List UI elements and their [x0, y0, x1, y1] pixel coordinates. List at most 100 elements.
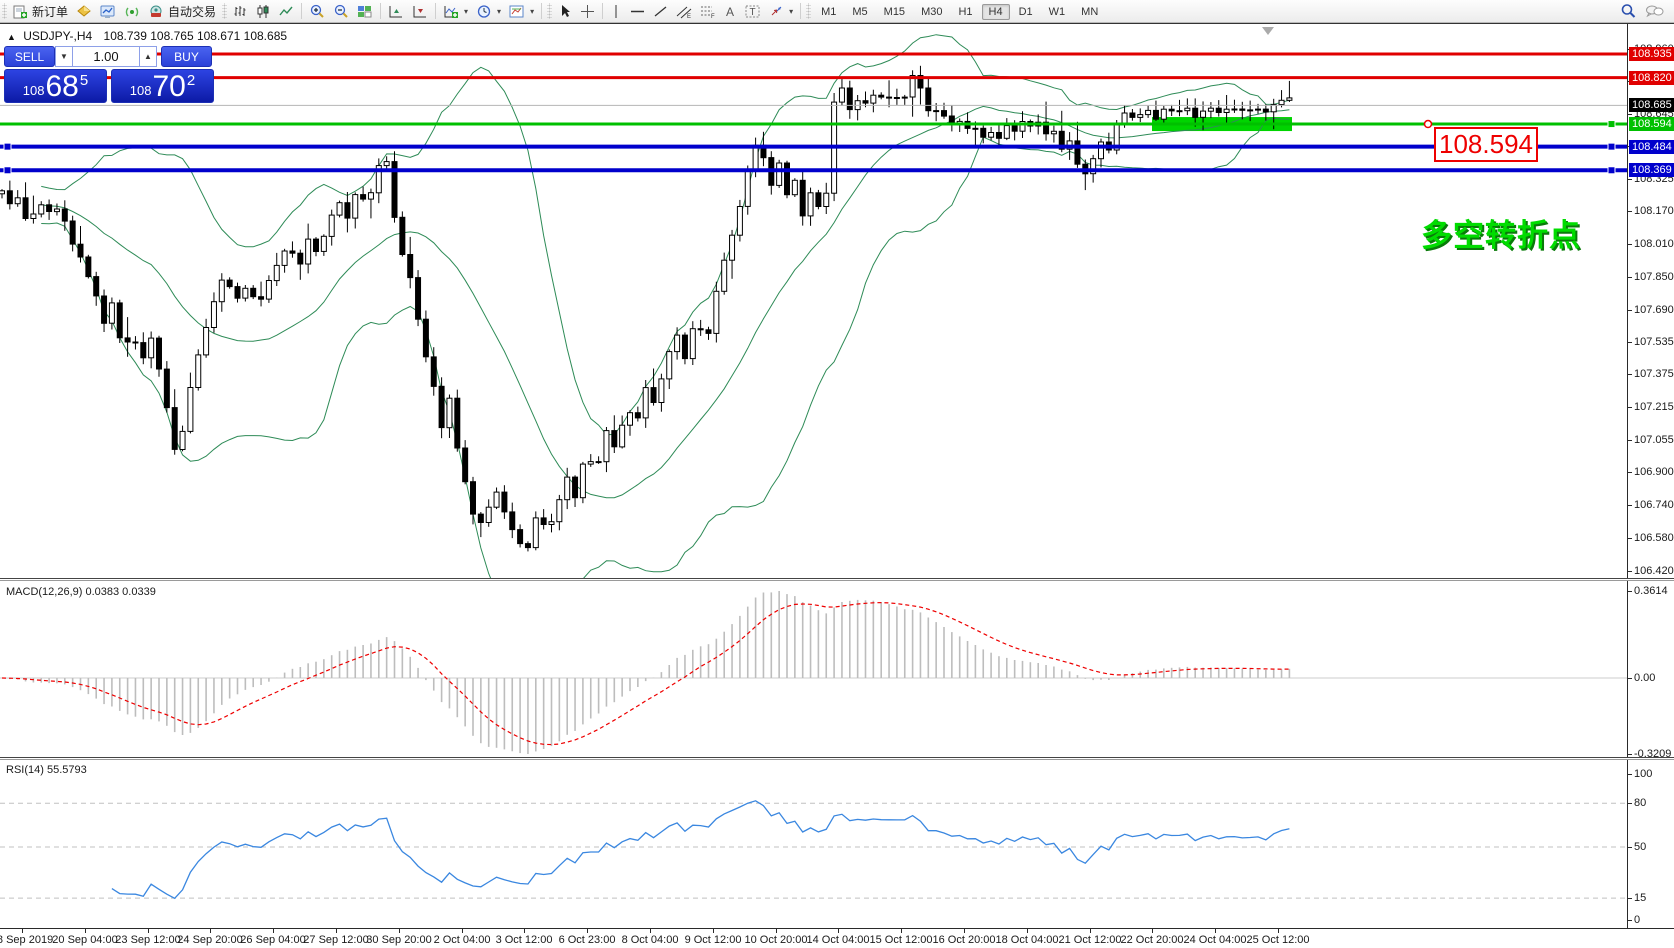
timeframe-m1[interactable]: M1 — [814, 4, 843, 20]
zoom-out-button[interactable] — [329, 1, 353, 21]
new-order-button[interactable]: 新订单 — [9, 1, 72, 21]
cursor-button[interactable] — [554, 1, 576, 21]
time-tick-label: 24 Oct 04:00 — [1184, 934, 1247, 946]
tile-windows-button[interactable] — [353, 1, 377, 21]
price-level-badge: 108.484 — [1629, 140, 1674, 154]
auto-scroll-button[interactable] — [408, 1, 432, 21]
trendline-button[interactable] — [649, 1, 672, 21]
horizontal-line-button[interactable] — [626, 1, 649, 21]
time-tick-label: 27 Sep 12:00 — [303, 934, 368, 946]
time-tick-mark — [776, 929, 777, 933]
macd-tick-mark — [1628, 591, 1632, 592]
periods-button[interactable]: ▾ — [472, 1, 505, 21]
macd-pane-canvas[interactable] — [0, 582, 1627, 757]
line-chart-icon — [279, 4, 294, 19]
buy-button[interactable]: BUY — [161, 46, 212, 67]
chart-shift-button[interactable] — [384, 1, 408, 21]
vertical-line-button[interactable] — [606, 1, 626, 21]
auto-trading-label: 自动交易 — [168, 3, 216, 20]
time-tick-mark — [964, 929, 965, 933]
price-tick-label: 107.535 — [1634, 336, 1674, 348]
sell-price-tile[interactable]: 108 68 5 — [4, 69, 107, 103]
time-tick-label: 18 Sep 2019 — [0, 934, 53, 946]
line-chart-button[interactable] — [275, 1, 298, 21]
price-tick-label: 107.215 — [1634, 401, 1674, 413]
rsi-tick-label: 50 — [1634, 841, 1646, 853]
signals-button[interactable] — [120, 1, 144, 21]
time-axis[interactable]: 18 Sep 201920 Sep 04:0023 Sep 12:0024 Se… — [0, 928, 1674, 948]
rsi-pane-canvas[interactable] — [0, 760, 1627, 928]
buy-price-tile[interactable]: 108 70 2 — [111, 69, 214, 103]
pane-separator[interactable] — [0, 757, 1674, 760]
crosshair-button[interactable] — [576, 1, 599, 21]
timeframe-d1[interactable]: D1 — [1012, 4, 1040, 20]
arrows-button[interactable]: ▾ — [765, 1, 797, 21]
collapse-panel-arrow[interactable]: ▲ — [7, 32, 16, 42]
bar-chart-button[interactable] — [229, 1, 252, 21]
time-tick-mark — [399, 929, 400, 933]
templates-button[interactable]: ▾ — [505, 1, 538, 21]
price-tick-label: 106.420 — [1634, 565, 1674, 577]
price-tick-label: 107.375 — [1634, 368, 1674, 380]
svg-text:F: F — [711, 14, 715, 19]
time-tick-label: 10 Oct 20:00 — [745, 934, 808, 946]
text-button[interactable]: A — [720, 1, 741, 21]
macd-label: MACD(12,26,9) 0.0383 0.0339 — [6, 586, 156, 598]
template-icon — [509, 4, 525, 19]
zoom-in-button[interactable] — [305, 1, 329, 21]
chart-ohlc-values: 108.739 108.765 108.671 108.685 — [104, 29, 288, 43]
timeframe-mn[interactable]: MN — [1074, 4, 1105, 20]
timeframe-h4[interactable]: H4 — [982, 4, 1010, 20]
volume-decrease-button[interactable]: ▼ — [55, 46, 73, 67]
toolbar-grip[interactable] — [222, 3, 227, 19]
channel-button[interactable]: E — [672, 1, 696, 21]
time-tick-label: 24 Sep 20:00 — [177, 934, 242, 946]
time-tick-mark — [838, 929, 839, 933]
rsi-tick-label: 0 — [1634, 914, 1640, 926]
text-icon: A — [724, 4, 737, 19]
sell-price-sup: 5 — [80, 72, 88, 89]
symbols-button[interactable] — [72, 1, 96, 21]
price-scale-column[interactable]: 108.960108.805108.645108.485108.325108.1… — [1627, 24, 1674, 928]
zoom-out-icon — [333, 4, 349, 19]
price-tick-mark — [1628, 277, 1632, 278]
price-tick-label: 108.170 — [1634, 205, 1674, 217]
sell-button[interactable]: SELL — [4, 46, 55, 67]
crosshair-icon — [580, 4, 595, 19]
rsi-tick-mark — [1628, 847, 1632, 848]
text-label-button[interactable]: T — [741, 1, 765, 21]
toolbar-grip[interactable] — [2, 3, 7, 19]
rsi-tick-label: 15 — [1634, 892, 1646, 904]
fibonacci-button[interactable]: F — [696, 1, 720, 21]
volume-increase-button[interactable]: ▲ — [139, 46, 157, 67]
new-order-icon — [13, 4, 28, 19]
time-tick-mark — [336, 929, 337, 933]
timeframe-m15[interactable]: M15 — [877, 4, 912, 20]
market-watch-button[interactable] — [96, 1, 120, 21]
channel-icon: E — [676, 4, 692, 19]
timeframe-m5[interactable]: M5 — [845, 4, 874, 20]
search-button[interactable] — [1616, 1, 1641, 21]
current-price-badge: 108.685 — [1629, 98, 1674, 112]
auto-trading-button[interactable]: 自动交易 — [144, 1, 220, 21]
price-pane-canvas[interactable] — [0, 24, 1627, 578]
time-tick-mark — [713, 929, 714, 933]
chat-button[interactable] — [1641, 1, 1668, 21]
trendline-icon — [653, 4, 668, 19]
price-tick-label: 107.850 — [1634, 271, 1674, 283]
chart-shift-marker[interactable] — [1262, 27, 1274, 35]
pane-separator[interactable] — [0, 578, 1674, 581]
timeframe-w1[interactable]: W1 — [1042, 4, 1073, 20]
timeframe-h1[interactable]: H1 — [951, 4, 979, 20]
time-tick-mark — [22, 929, 23, 933]
rsi-tick-mark — [1628, 774, 1632, 775]
toolbar-grip[interactable] — [806, 3, 811, 19]
timeframe-m30[interactable]: M30 — [914, 4, 949, 20]
price-callout-box[interactable]: 108.594 — [1434, 127, 1538, 162]
candlestick-button[interactable] — [252, 1, 275, 21]
toolbar-grip[interactable] — [547, 3, 552, 19]
volume-input[interactable] — [73, 46, 139, 67]
indicators-button[interactable]: ▾ — [439, 1, 472, 21]
time-tick-label: 8 Oct 04:00 — [622, 934, 679, 946]
price-tick-mark — [1628, 342, 1632, 343]
